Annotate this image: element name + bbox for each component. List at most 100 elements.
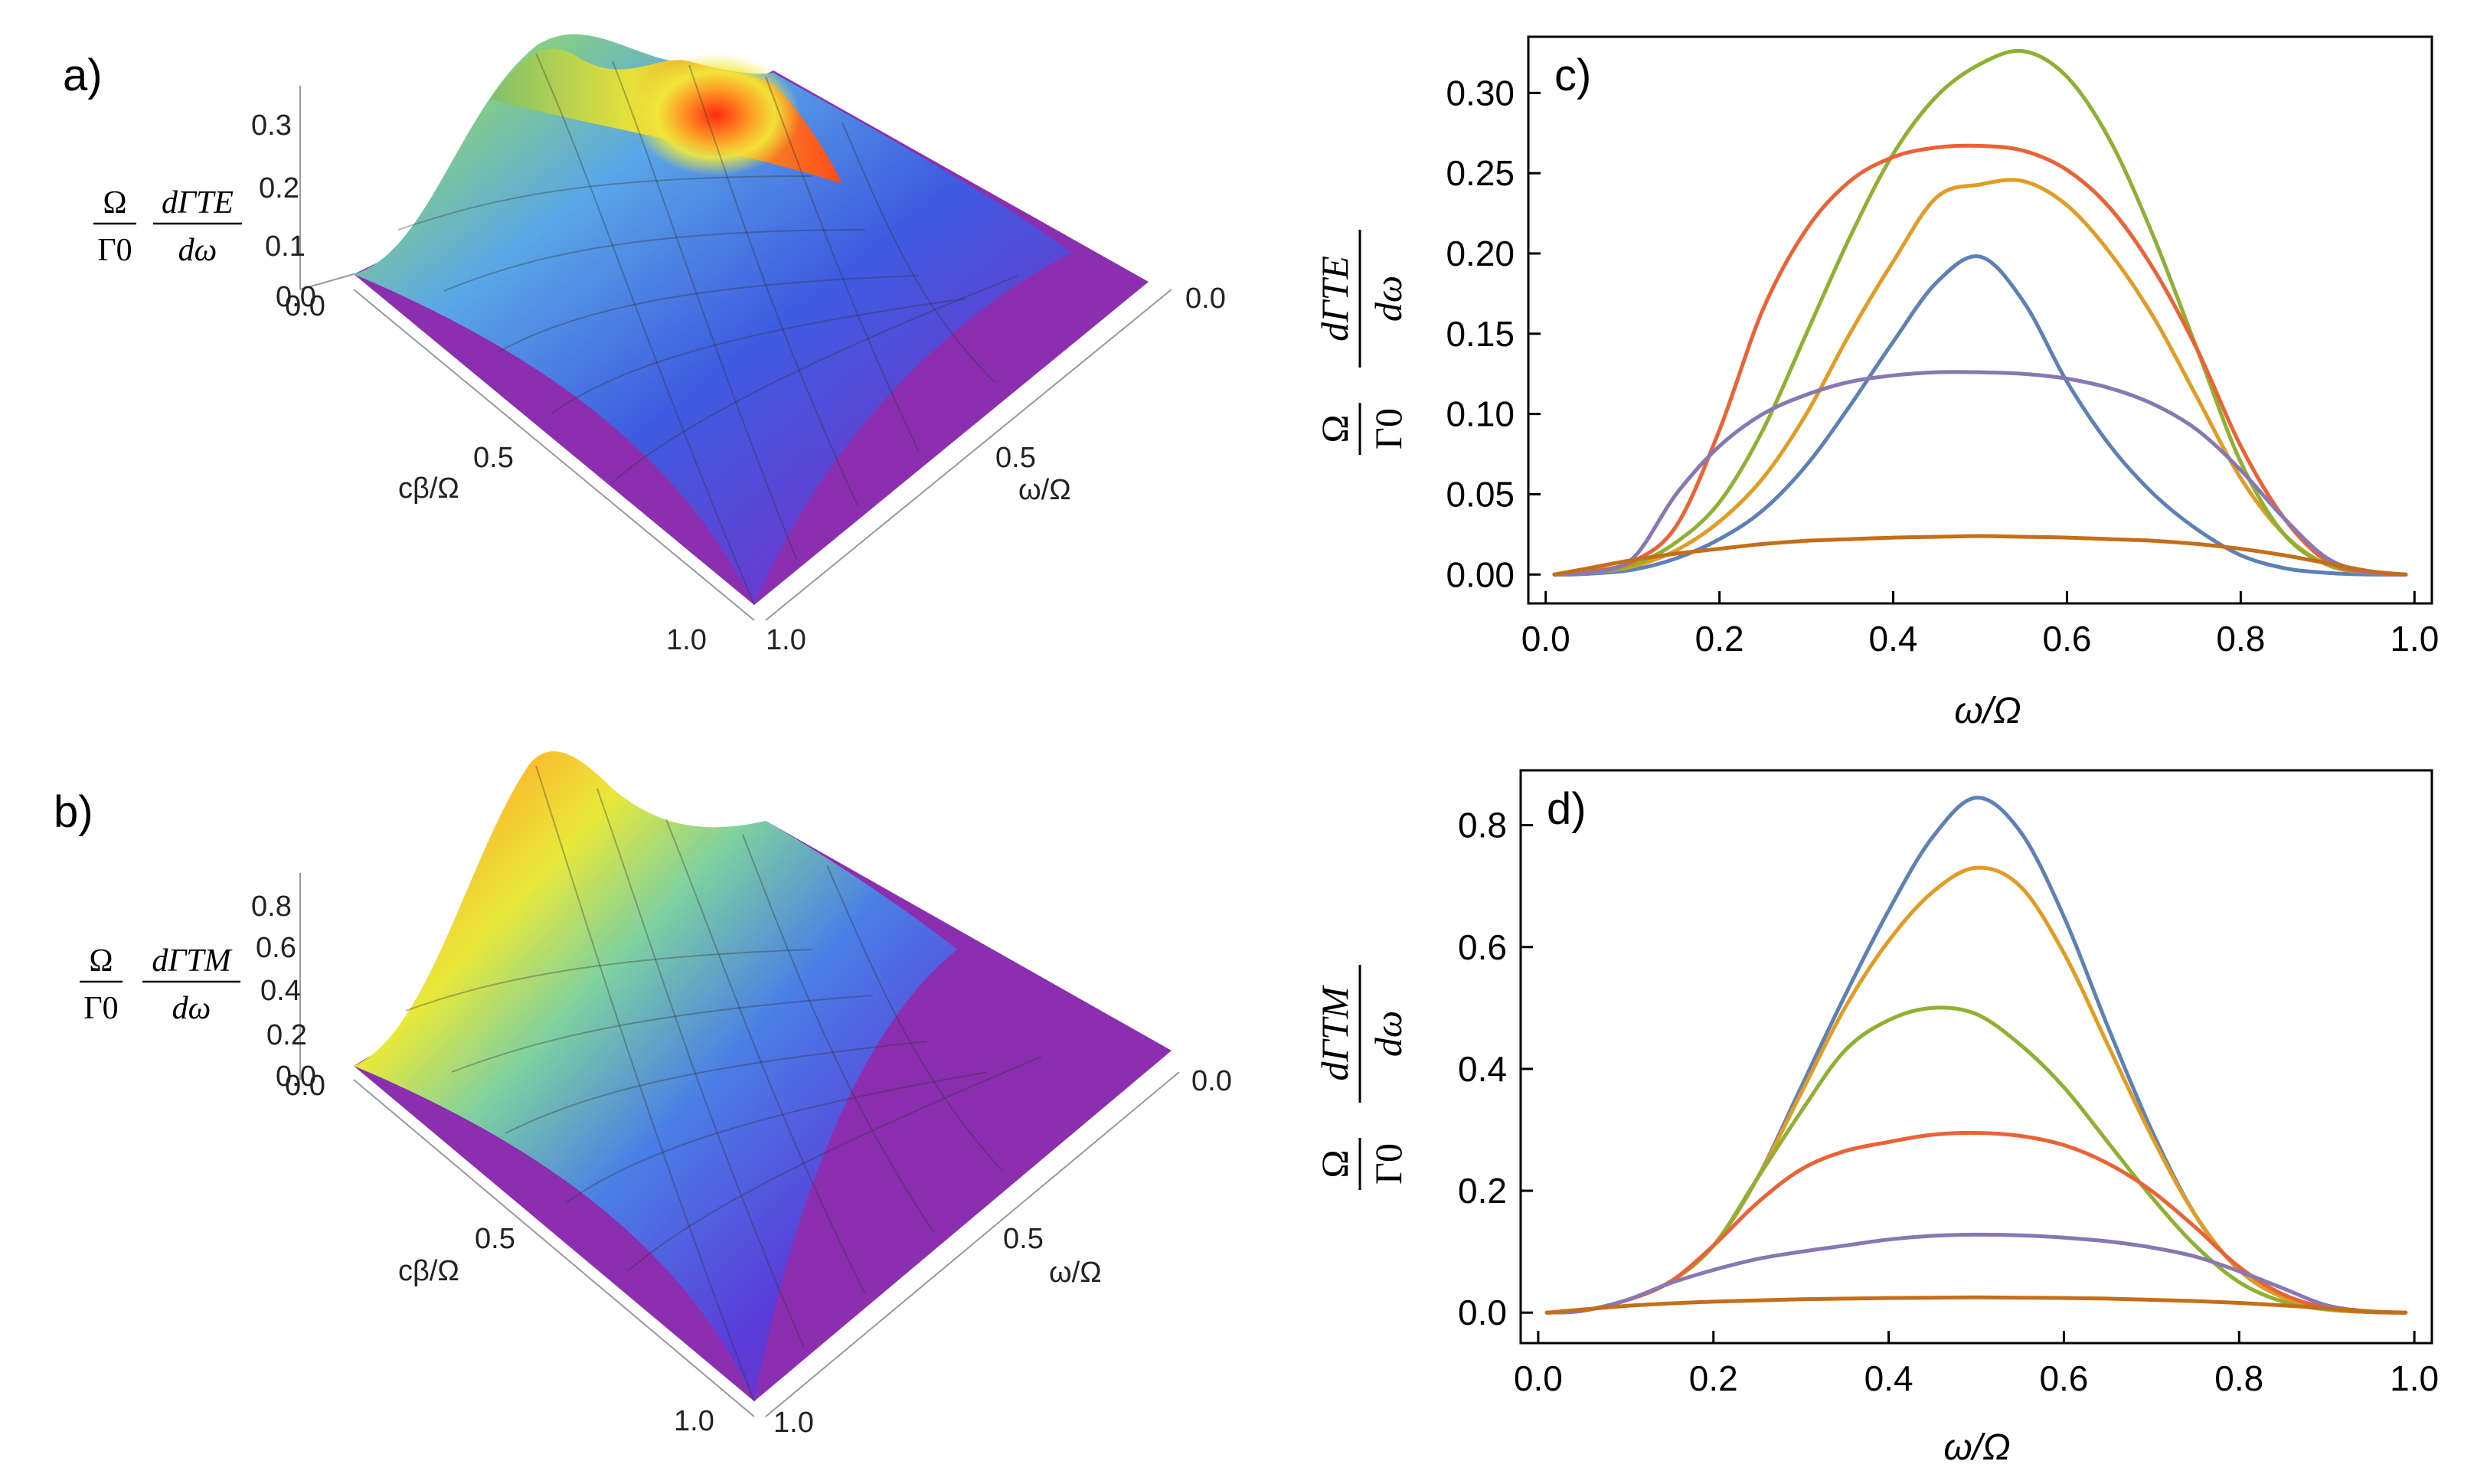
panel-d-ylabel-num: Ω bbox=[1313, 1149, 1356, 1178]
panel-d-xtick-label-1: 0.2 bbox=[1689, 1358, 1738, 1398]
panel-c-xtick-label-2: 0.4 bbox=[1869, 619, 1918, 659]
panel-c: c) 0.000.050.100.150.200.250.30 0.0 0.2 0.… bbox=[1313, 35, 2439, 731]
panel-a-x-axis-line bbox=[353, 289, 755, 621]
panel-b-ztick-1: 0.2 bbox=[266, 1019, 307, 1051]
panel-a: a) 0.3 0.2 0.1 0.0 0.0 bbox=[63, 34, 1226, 656]
panel-c-xtick-label-5: 1.0 bbox=[2390, 619, 2439, 659]
panel-c-y-label: Ω Γ0 dΓTE dω bbox=[1313, 230, 1410, 455]
panel-d-ytick-label-2: 0.4 bbox=[1458, 1049, 1507, 1089]
panel-a-ztick-0: 0.0 bbox=[276, 281, 316, 313]
panel-c-series-red bbox=[1552, 143, 2408, 577]
panel-a-y-axis-line bbox=[765, 289, 1172, 621]
panel-d-series-purple bbox=[1544, 1232, 2408, 1315]
panel-b-ztick-extra: 0.0 bbox=[285, 1070, 325, 1102]
panel-a-label: a) bbox=[63, 51, 103, 100]
panel-d-xtick-label-4: 0.8 bbox=[2214, 1358, 2263, 1398]
panel-d-ytick-label-4: 0.8 bbox=[1458, 806, 1507, 845]
panel-b-ytick-1: 0.5 bbox=[1003, 1223, 1044, 1255]
panel-a-ztick-1: 0.1 bbox=[265, 230, 306, 263]
panel-d-y-label: Ω Γ0 dΓTM dω bbox=[1313, 965, 1410, 1190]
panel-d-ytick-label-3: 0.6 bbox=[1458, 927, 1507, 967]
panel-b-zlabel-den2: dω bbox=[172, 991, 211, 1026]
panel-d: d) 0.0 0.2 0.4 0.6 0.8 0.0 0.2 0.4 0.6 0.8 1.0 ω/… bbox=[1313, 769, 2439, 1468]
panel-b-surface-hump bbox=[354, 751, 957, 1401]
panel-d-series-red bbox=[1544, 1130, 2408, 1315]
panel-b: b) 0.8 0.6 0.4 0.2 0.0 0.0 Ω Γ0 dΓTM bbox=[54, 751, 1232, 1439]
panel-a-z-axis-base bbox=[299, 273, 355, 290]
panel-b-zlabel-den: Γ0 bbox=[83, 991, 118, 1026]
panel-b-ytick-0: 0.0 bbox=[1191, 1065, 1232, 1097]
panel-a-x-label: cβ/Ω bbox=[398, 472, 459, 505]
panel-c-xtick-label-1: 0.2 bbox=[1695, 619, 1744, 659]
panel-c-x-label: ω/Ω bbox=[1954, 691, 2021, 731]
panel-d-series-green bbox=[1544, 1005, 2408, 1315]
panel-d-xtick-label-2: 0.4 bbox=[1864, 1358, 1913, 1398]
panel-c-series-brown bbox=[1552, 534, 2408, 577]
panel-c-series-green bbox=[1552, 48, 2408, 577]
panel-a-ztick-3: 0.3 bbox=[251, 110, 292, 142]
panel-d-ytick-label-1: 0.2 bbox=[1458, 1171, 1507, 1211]
panel-c-ytick-label-1: 0.05 bbox=[1446, 474, 1515, 514]
panel-c-ylabel-num: Ω bbox=[1313, 414, 1356, 443]
panel-c-y-ticks: 0.00 0.05 0.10 0.15 0.20 0.25 0.30 bbox=[1446, 73, 1541, 594]
panel-a-zlabel-den2: dω bbox=[178, 233, 217, 268]
panel-d-ylabel-den2: dω bbox=[1367, 1011, 1410, 1057]
panel-b-ztick-4: 0.8 bbox=[251, 891, 292, 923]
panel-c-series bbox=[1552, 48, 2408, 577]
panel-a-mesh bbox=[397, 53, 1019, 606]
panel-c-x-ticks: 0.0 0.2 0.4 0.6 0.8 1.0 bbox=[1521, 591, 2439, 659]
panel-b-x-label: cβ/Ω bbox=[398, 1255, 459, 1287]
panel-a-peak-highlight bbox=[632, 54, 800, 176]
panel-c-ytick-label-2: 0.10 bbox=[1446, 394, 1515, 434]
panel-b-ztick-0: 0.0 bbox=[276, 1061, 316, 1093]
panel-b-zlabel-num: Ω bbox=[89, 943, 113, 979]
panel-a-y-label: ω/Ω bbox=[1018, 474, 1071, 506]
panel-a-surface-hump bbox=[354, 34, 1072, 606]
panel-d-ylabel-num2: dΓTM bbox=[1313, 985, 1356, 1080]
panel-b-zlabel-num2: dΓTM bbox=[152, 943, 232, 979]
panel-c-series-orange bbox=[1552, 178, 2408, 577]
panel-d-label: d) bbox=[1547, 784, 1587, 834]
panel-d-frame bbox=[1519, 769, 2433, 1345]
panel-b-label: b) bbox=[54, 787, 93, 837]
panel-b-mesh bbox=[405, 765, 1042, 1402]
panel-c-ylabel-den: Γ0 bbox=[1367, 408, 1410, 449]
panel-d-xtick-label-0: 0.0 bbox=[1514, 1358, 1563, 1398]
panel-d-x-label: ω/Ω bbox=[1943, 1427, 2010, 1468]
panel-a-ytick-0: 0.0 bbox=[1185, 283, 1226, 315]
panel-d-series-orange bbox=[1544, 865, 2408, 1315]
panel-d-ytick-label-0: 0.0 bbox=[1458, 1293, 1507, 1332]
panel-a-zlabel-num: Ω bbox=[103, 185, 126, 221]
panel-b-xtick-0: 0.5 bbox=[475, 1223, 515, 1255]
panel-b-y-label: ω/Ω bbox=[1049, 1257, 1102, 1289]
panel-c-ytick-label-4: 0.20 bbox=[1446, 234, 1515, 273]
panel-d-series-brown bbox=[1544, 1295, 2408, 1315]
panel-c-frame bbox=[1527, 35, 2433, 605]
panel-c-xtick-label-4: 0.8 bbox=[2216, 619, 2265, 659]
panel-d-xtick-label-3: 0.6 bbox=[2039, 1358, 2088, 1398]
panel-a-ztick-2: 0.2 bbox=[259, 172, 299, 204]
panel-c-series-blue bbox=[1552, 254, 2408, 577]
panel-b-z-label: Ω Γ0 dΓTM dω bbox=[80, 943, 240, 1026]
panel-a-z-label: Ω Γ0 dΓTE dω bbox=[93, 185, 242, 268]
panel-c-ylabel-num2: dΓTE bbox=[1313, 256, 1356, 342]
panel-c-ytick-label-0: 0.00 bbox=[1446, 554, 1515, 594]
panel-a-zlabel-num2: dΓTE bbox=[162, 185, 234, 221]
panel-c-ytick-label-3: 0.15 bbox=[1446, 314, 1515, 354]
panel-a-zlabel-den: Γ0 bbox=[97, 233, 132, 268]
panel-d-ylabel-den: Γ0 bbox=[1367, 1143, 1410, 1185]
panel-c-xtick-label-3: 0.6 bbox=[2042, 619, 2091, 659]
panel-a-ztick-extra: 0.0 bbox=[285, 290, 325, 322]
panel-b-ytick-2: 1.0 bbox=[773, 1407, 814, 1439]
panel-d-x-ticks: 0.0 0.2 0.4 0.6 0.8 1.0 bbox=[1514, 1331, 2439, 1398]
panel-a-ytick-2: 1.0 bbox=[766, 624, 806, 656]
panel-d-xtick-label-5: 1.0 bbox=[2390, 1358, 2439, 1398]
panel-d-y-ticks: 0.0 0.2 0.4 0.6 0.8 bbox=[1458, 806, 1533, 1332]
panel-c-label: c) bbox=[1554, 51, 1591, 100]
panel-c-xtick-label-0: 0.0 bbox=[1521, 619, 1570, 659]
panel-b-y-axis-line bbox=[765, 1071, 1180, 1417]
panel-c-ylabel-den2: dω bbox=[1367, 276, 1410, 322]
panel-b-ztick-3: 0.6 bbox=[256, 932, 296, 964]
panel-a-ytick-1: 0.5 bbox=[995, 442, 1036, 474]
